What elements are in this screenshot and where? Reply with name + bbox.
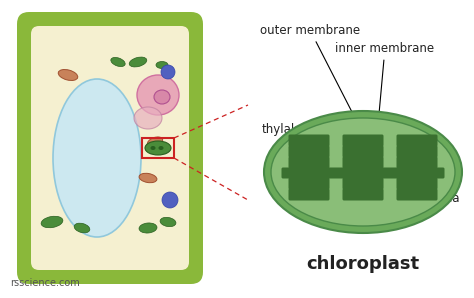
Text: chloroplast: chloroplast — [306, 255, 419, 273]
Ellipse shape — [145, 141, 171, 155]
Ellipse shape — [74, 223, 90, 233]
Ellipse shape — [139, 223, 157, 233]
Text: thylakoid: thylakoid — [262, 123, 316, 152]
FancyBboxPatch shape — [343, 189, 383, 201]
Ellipse shape — [156, 61, 168, 69]
FancyBboxPatch shape — [343, 145, 383, 158]
FancyBboxPatch shape — [289, 145, 329, 158]
Ellipse shape — [53, 79, 141, 237]
FancyBboxPatch shape — [289, 156, 329, 168]
FancyBboxPatch shape — [289, 189, 329, 201]
Ellipse shape — [58, 69, 78, 80]
FancyBboxPatch shape — [396, 189, 438, 201]
Bar — [142, 138, 174, 158]
FancyBboxPatch shape — [289, 134, 329, 147]
FancyBboxPatch shape — [396, 134, 438, 147]
FancyBboxPatch shape — [17, 12, 203, 284]
Ellipse shape — [271, 118, 455, 226]
Ellipse shape — [160, 217, 176, 227]
FancyBboxPatch shape — [396, 145, 438, 158]
Circle shape — [162, 192, 178, 208]
Ellipse shape — [154, 90, 170, 104]
Ellipse shape — [139, 173, 157, 183]
Circle shape — [161, 65, 175, 79]
Ellipse shape — [147, 137, 163, 147]
Text: stroma: stroma — [418, 192, 459, 204]
Ellipse shape — [134, 107, 162, 129]
Ellipse shape — [129, 57, 147, 67]
FancyBboxPatch shape — [31, 26, 189, 270]
FancyBboxPatch shape — [396, 156, 438, 168]
FancyBboxPatch shape — [282, 167, 445, 179]
Ellipse shape — [111, 58, 125, 66]
Ellipse shape — [264, 111, 462, 233]
FancyBboxPatch shape — [289, 178, 329, 190]
Ellipse shape — [158, 146, 164, 150]
FancyBboxPatch shape — [396, 178, 438, 190]
Ellipse shape — [151, 146, 155, 150]
Text: outer membrane: outer membrane — [260, 24, 360, 111]
Text: inner membrane: inner membrane — [336, 41, 435, 122]
Ellipse shape — [41, 216, 63, 228]
Ellipse shape — [137, 75, 179, 115]
FancyBboxPatch shape — [343, 178, 383, 190]
FancyBboxPatch shape — [343, 156, 383, 168]
Text: rsscience.com: rsscience.com — [10, 278, 80, 288]
FancyBboxPatch shape — [343, 134, 383, 147]
